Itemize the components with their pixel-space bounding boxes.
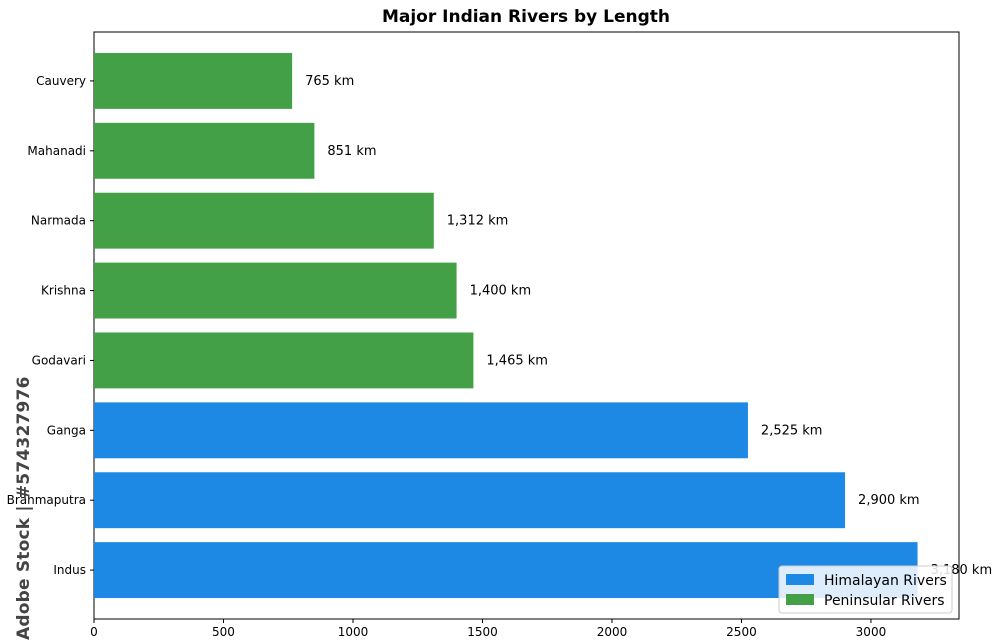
y-axis: Indus Brahmaputra Ganga Godavari Krishna Narm… <box>7 74 94 577</box>
x-tick-label-0: 0 <box>90 625 98 639</box>
bars-layer <box>94 52 918 599</box>
x-tick-label-2000: 2000 <box>597 625 628 639</box>
data-label-ganga: 2,525 km <box>761 423 823 438</box>
y-tick-label-indus: Indus <box>53 563 86 577</box>
y-tick-label-cauvery: Cauvery <box>36 74 86 88</box>
bar-cauvery <box>94 52 293 109</box>
y-tick-label-mahanadi: Mahanadi <box>27 144 86 158</box>
y-tick-label-brahmaputra: Brahmaputra <box>7 493 86 507</box>
bar-krishna <box>94 262 457 319</box>
plot-frame <box>93 31 960 620</box>
y-tick-label-godavari: Godavari <box>32 353 86 367</box>
data-label-narmada: 1,312 km <box>447 214 509 229</box>
watermark: Adobe Stock | #574327976 <box>14 376 34 640</box>
bar-narmada <box>94 192 434 249</box>
legend-swatch-himalayan-rivers <box>786 574 814 585</box>
legend-label-himalayan-rivers: Himalayan Rivers <box>824 573 947 589</box>
bar-ganga <box>94 402 748 459</box>
y-tick-label-ganga: Ganga <box>47 423 86 437</box>
data-label-krishna: 1,400 km <box>470 284 532 299</box>
x-tick-label-2500: 2500 <box>726 625 757 639</box>
legend-label-peninsular-rivers: Peninsular Rivers <box>824 593 945 609</box>
y-tick-label-krishna: Krishna <box>41 284 86 298</box>
x-tick-label-500: 500 <box>212 625 235 639</box>
x-axis: 0 500 1000 1500 2000 2500 3000 <box>90 619 886 639</box>
x-tick-label-1000: 1000 <box>338 625 369 639</box>
legend-swatch-peninsular-rivers <box>786 594 814 605</box>
bar-godavari <box>94 332 474 389</box>
data-label-godavari: 1,465 km <box>486 353 548 368</box>
x-tick-label-1500: 1500 <box>467 625 498 639</box>
bar-brahmaputra <box>94 472 846 529</box>
data-label-brahmaputra: 2,900 km <box>858 493 920 508</box>
legend-box <box>778 565 953 614</box>
x-tick-label-3000: 3000 <box>856 625 887 639</box>
data-label-mahanadi: 851 km <box>327 144 376 159</box>
chart-title: Major Indian Rivers by Length <box>382 7 670 27</box>
legend: Himalayan Rivers Peninsular Rivers <box>778 565 953 614</box>
bar-mahanadi <box>94 122 315 179</box>
y-tick-label-narmada: Narmada <box>31 214 86 228</box>
data-label-cauvery: 765 km <box>305 74 354 89</box>
